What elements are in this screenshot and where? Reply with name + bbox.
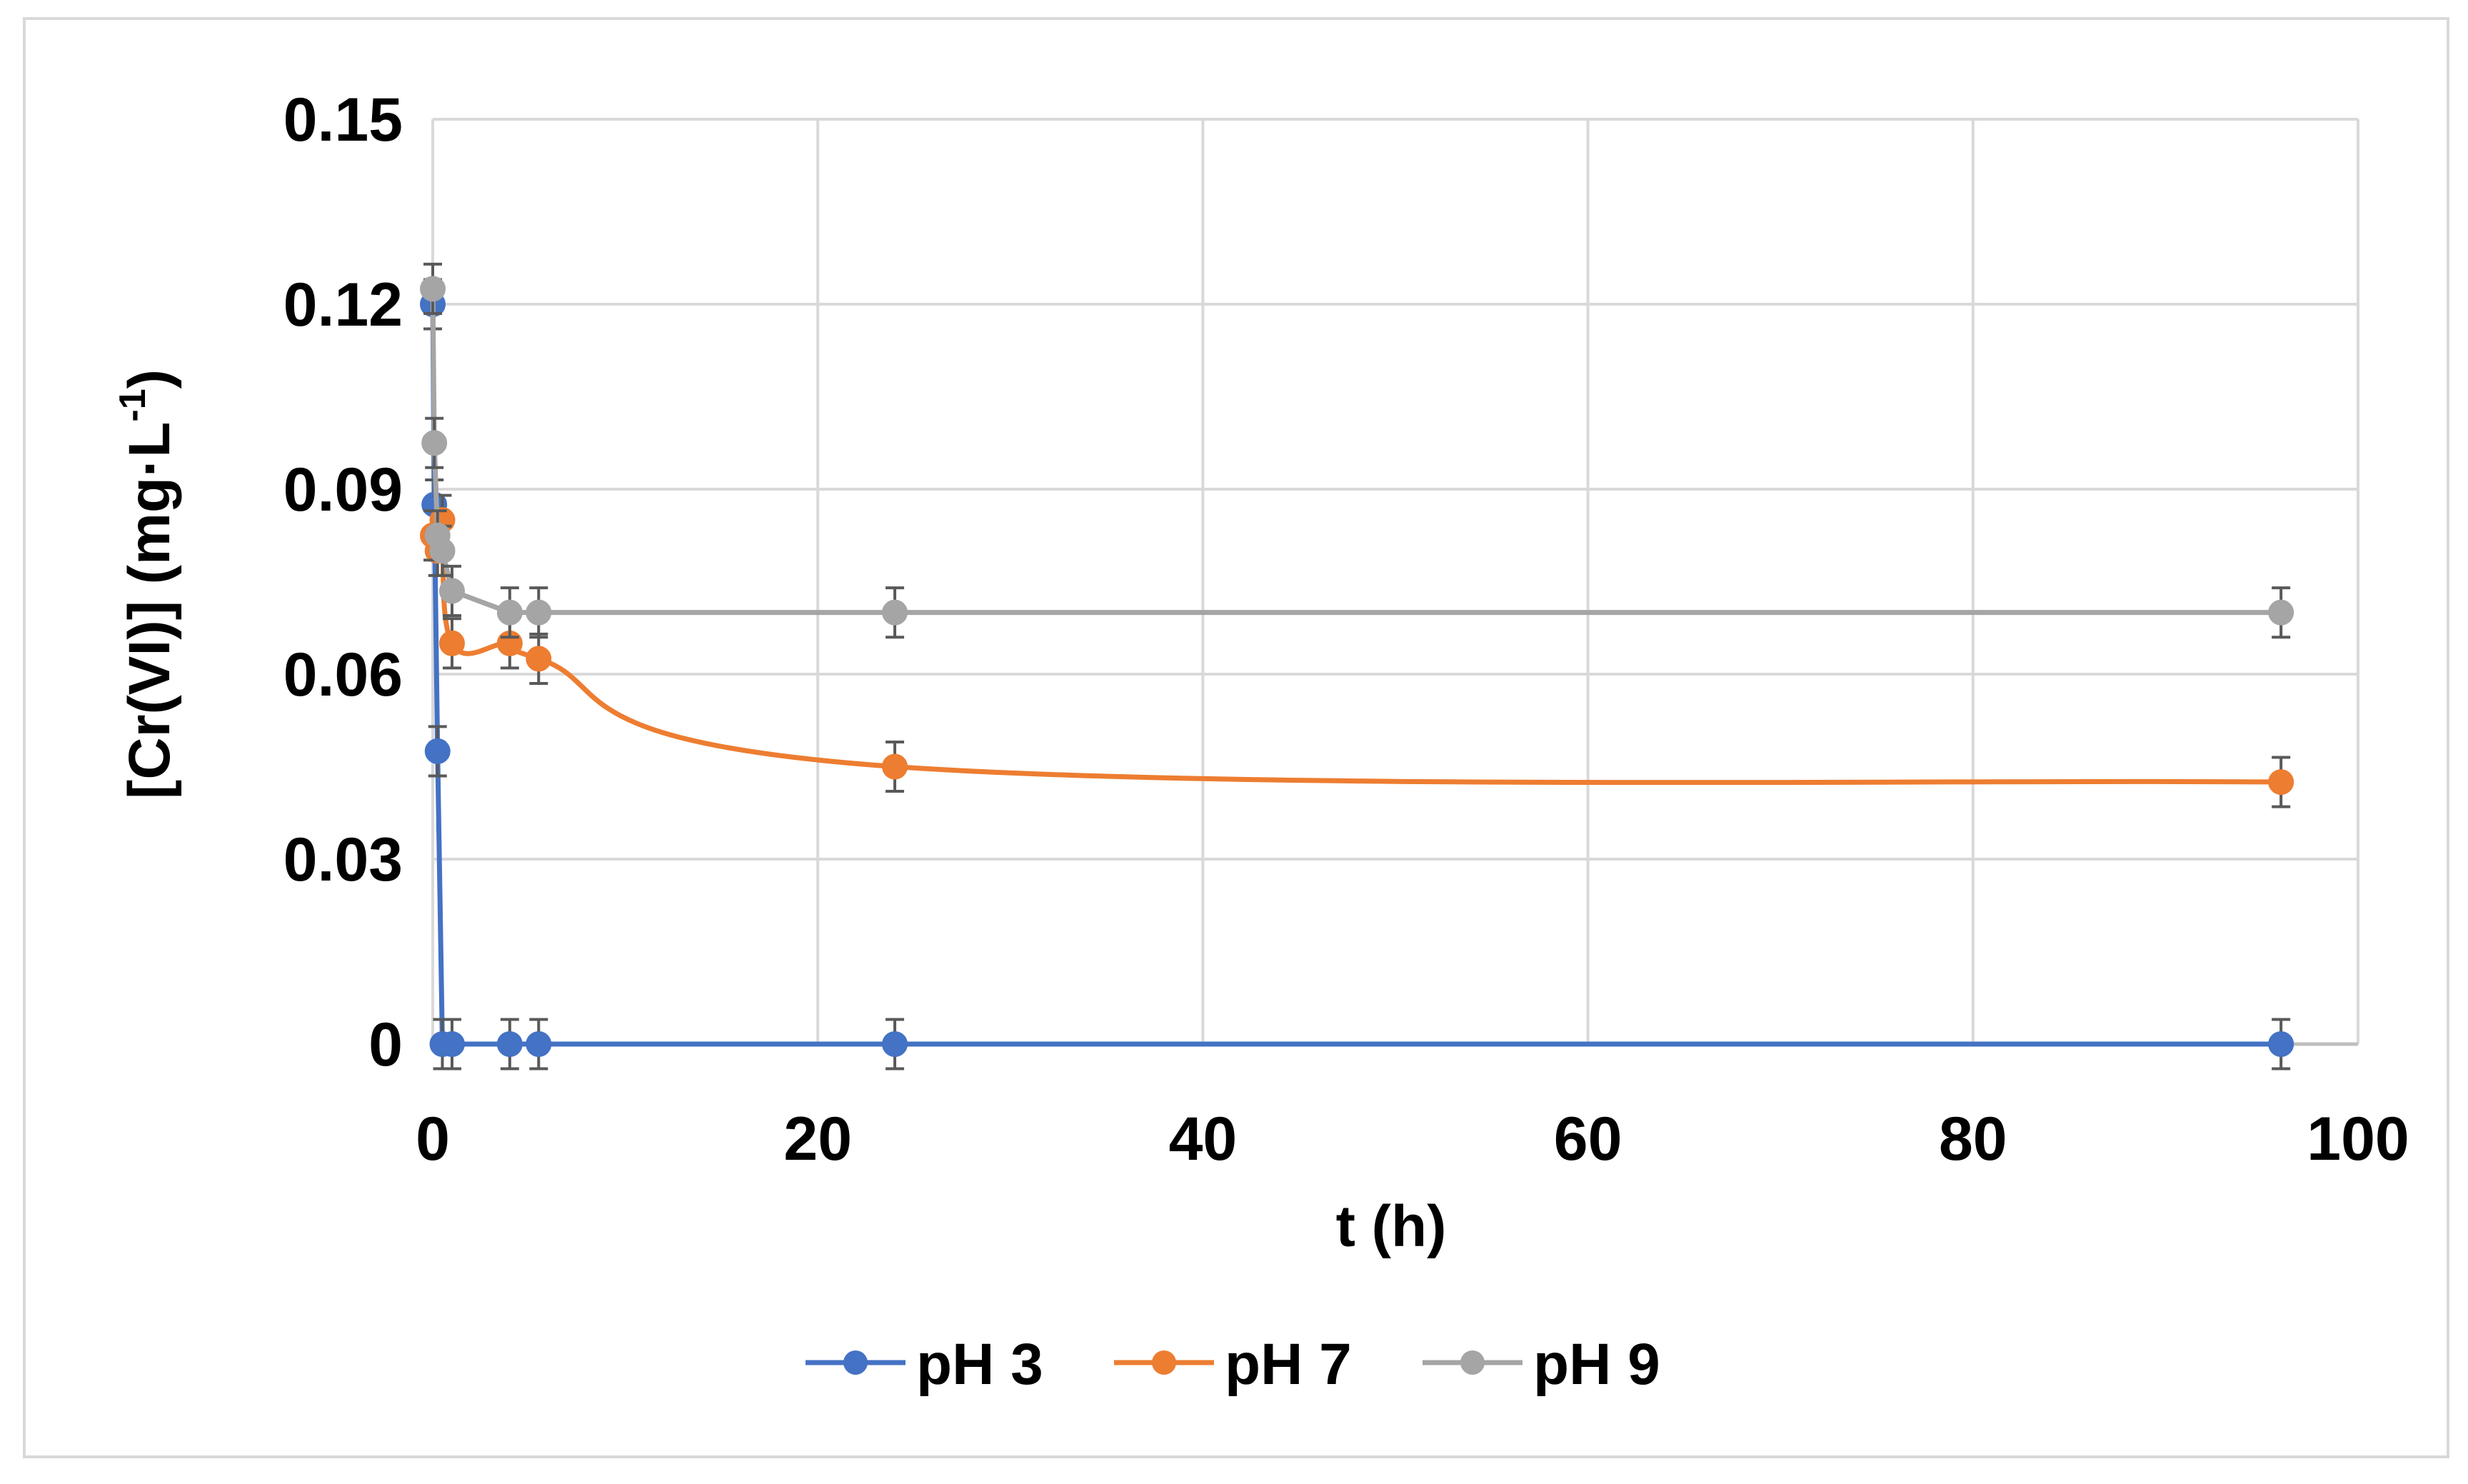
data-point — [438, 630, 465, 656]
data-point — [424, 738, 451, 764]
legend-entry-ph-9: pH 9 — [1423, 1332, 1660, 1397]
y-axis-title: [Cr(VI)] (mg·L-1) — [112, 369, 182, 799]
legend-entry-ph-7: pH 7 — [1114, 1332, 1352, 1397]
x-tick-label: 100 — [2307, 1105, 2409, 1173]
y-axis-title-end: ) — [117, 369, 182, 388]
data-point — [526, 599, 552, 626]
x-tick-label: 0 — [416, 1105, 450, 1173]
x-tick-label: 60 — [1554, 1105, 1622, 1173]
data-point — [496, 599, 523, 626]
y-tick-label: 0.12 — [284, 271, 403, 339]
data-point — [2268, 599, 2294, 626]
legend-marker — [1152, 1350, 1176, 1375]
y-tick-label: 0.06 — [284, 641, 403, 709]
data-point — [526, 1031, 552, 1057]
x-axis-title: t (h) — [1336, 1194, 1447, 1259]
y-tick-label: 0.09 — [284, 456, 403, 524]
legend-label: pH 3 — [916, 1332, 1043, 1397]
data-point — [438, 578, 465, 604]
y-tick-label: 0.15 — [284, 86, 403, 154]
data-point — [882, 599, 908, 626]
legend: pH 3 pH 7 pH 9 — [806, 1332, 1660, 1397]
legend-label: pH 9 — [1533, 1332, 1660, 1397]
data-point — [421, 430, 448, 456]
y-axis-title-main: [Cr(VI)] (mg·L — [117, 422, 182, 799]
data-point — [420, 276, 446, 302]
legend-label: pH 7 — [1225, 1332, 1352, 1397]
data-point — [2268, 769, 2294, 796]
y-tick-label: 0.03 — [284, 826, 403, 894]
data-point — [496, 1031, 523, 1057]
data-point — [2268, 1031, 2294, 1057]
legend-marker — [843, 1350, 868, 1375]
data-point — [526, 646, 552, 672]
data-point — [882, 753, 908, 780]
y-tick-label: 0 — [368, 1011, 403, 1079]
data-point — [429, 538, 456, 564]
series-layer — [420, 262, 2294, 1071]
legend-marker — [1460, 1350, 1485, 1375]
series-ph-9 — [420, 262, 2294, 639]
data-point — [438, 1031, 465, 1057]
x-tick-label: 40 — [1169, 1105, 1238, 1173]
x-tick-label: 80 — [1939, 1105, 2007, 1173]
y-axis-title-superscript: -1 — [112, 388, 154, 421]
legend-entry-ph-3: pH 3 — [806, 1332, 1043, 1397]
data-point — [882, 1031, 908, 1057]
chart-border — [23, 17, 2449, 1458]
tick-labels: 0 0.03 0.06 0.09 0.12 0.15 0 20 40 60 80 100 — [284, 86, 2409, 1173]
x-tick-label: 20 — [783, 1105, 852, 1173]
